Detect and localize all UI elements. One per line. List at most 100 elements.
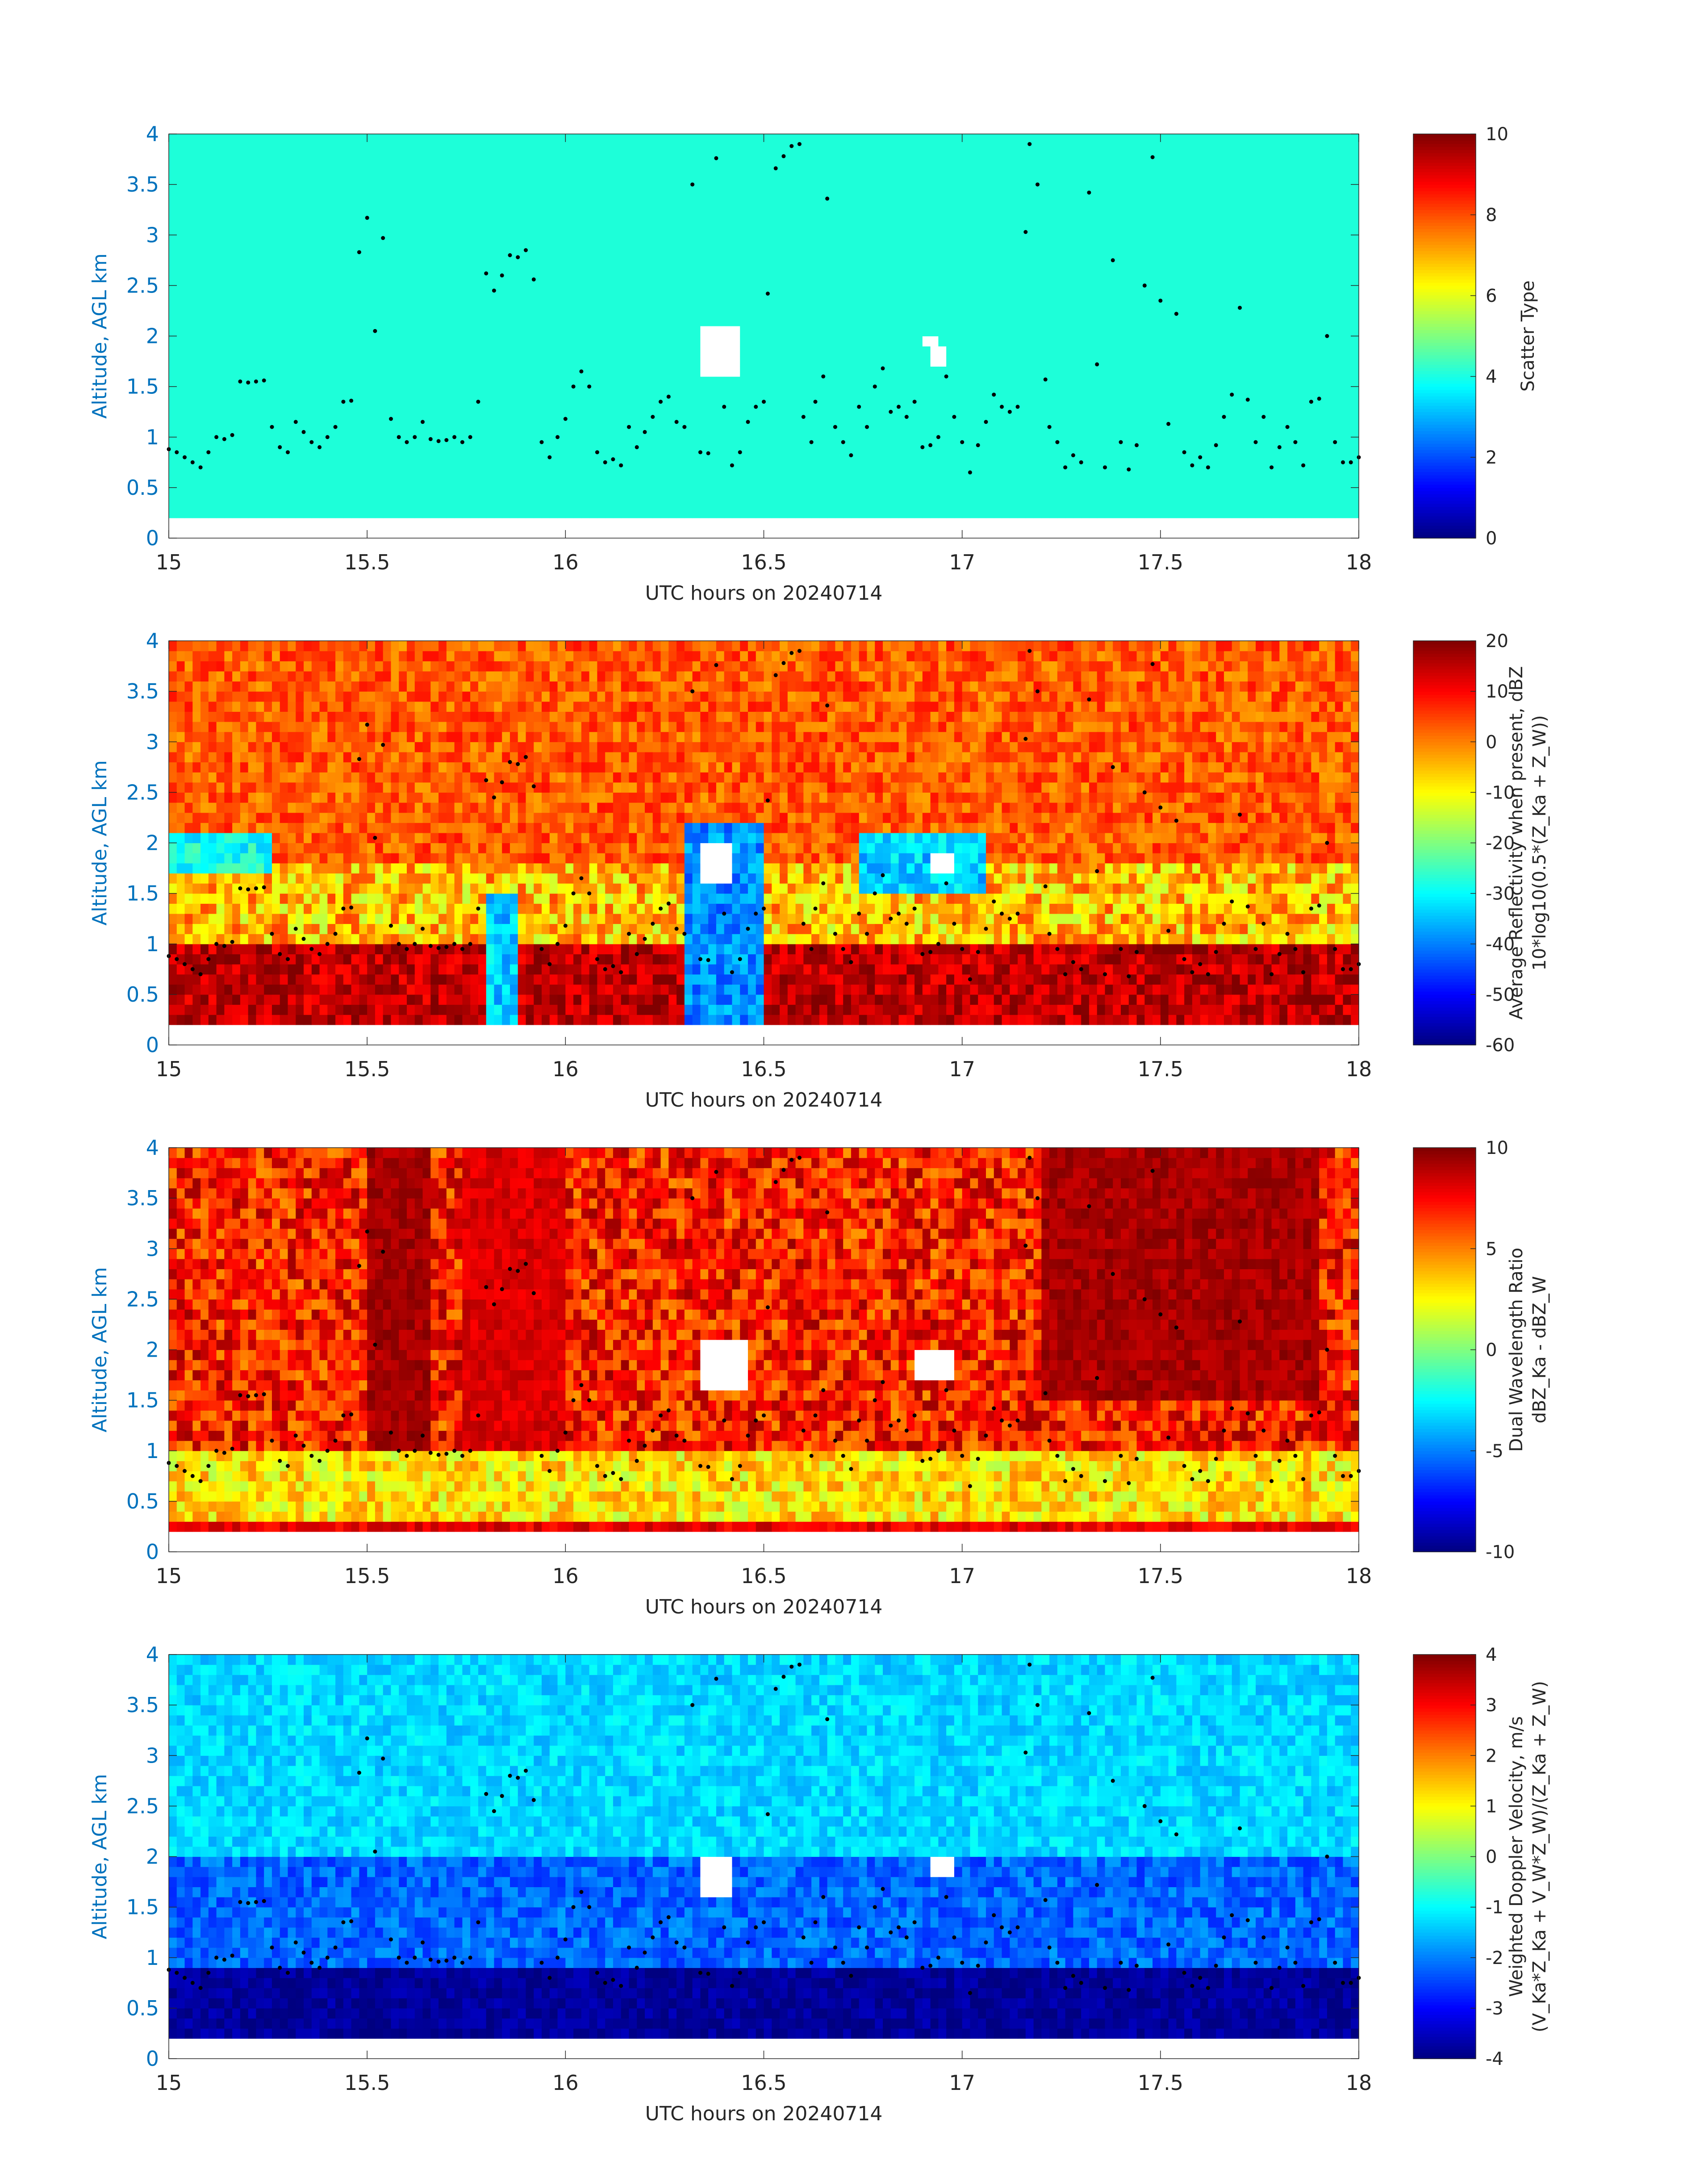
heatmap-cell <box>938 508 946 518</box>
heatmap-cell <box>700 184 708 195</box>
heatmap-cell <box>462 508 470 518</box>
heatmap-cell <box>351 498 359 508</box>
heatmap-cell <box>1041 255 1049 266</box>
heatmap-cell <box>351 488 359 498</box>
heatmap-cell <box>811 427 819 437</box>
heatmap-cell <box>915 184 923 195</box>
heatmap-cell <box>423 457 431 468</box>
heatmap-cell <box>970 144 978 155</box>
heatmap-cell <box>796 498 804 508</box>
heatmap-cell <box>296 447 304 457</box>
heatmap-cell <box>780 134 788 144</box>
heatmap-cell <box>1129 417 1137 427</box>
heatmap-cell <box>367 255 375 266</box>
heatmap-cell <box>1002 427 1010 437</box>
heatmap-cell <box>693 437 701 447</box>
heatmap-cell <box>256 276 264 286</box>
heatmap-cell <box>700 417 708 427</box>
heatmap-cell <box>1010 427 1018 437</box>
heatmap-cell <box>1184 134 1192 144</box>
heatmap-cell <box>510 225 518 235</box>
heatmap-cell <box>1121 215 1129 225</box>
heatmap-cell <box>391 235 399 245</box>
heatmap-cell <box>550 376 558 387</box>
heatmap-cell <box>788 336 796 347</box>
heatmap-cell <box>534 184 542 195</box>
heatmap-cell <box>645 154 653 164</box>
heatmap-cell <box>597 164 605 175</box>
heatmap-cell <box>716 417 724 427</box>
heatmap-cell <box>320 477 328 488</box>
heatmap-cell <box>1057 265 1065 276</box>
heatmap-cell <box>978 387 986 397</box>
heatmap-cell <box>605 164 613 175</box>
heatmap-cell <box>946 255 954 266</box>
heatmap-cell <box>899 195 907 205</box>
heatmap-cell <box>859 164 867 175</box>
heatmap-cell <box>470 387 478 397</box>
heatmap-cell <box>502 134 510 144</box>
heatmap-cell <box>835 195 843 205</box>
heatmap-cell <box>883 387 891 397</box>
heatmap-cell <box>645 468 653 478</box>
heatmap-cell <box>438 316 447 326</box>
heatmap-cell <box>399 447 407 457</box>
heatmap-cell <box>312 457 320 468</box>
heatmap-cell <box>272 255 280 266</box>
heatmap-cell <box>1153 326 1161 336</box>
heatmap-cell <box>224 285 232 296</box>
heatmap-cell <box>534 346 542 356</box>
heatmap-cell <box>693 296 701 306</box>
heatmap-cell <box>550 265 558 276</box>
heatmap-cell <box>375 296 383 306</box>
heatmap-cell <box>589 346 597 356</box>
heatmap-cell <box>597 376 605 387</box>
heatmap-cell <box>906 326 915 336</box>
heatmap-cell <box>542 265 550 276</box>
heatmap-cell <box>1097 336 1105 347</box>
heatmap-cell <box>240 195 248 205</box>
heatmap-cell <box>327 296 335 306</box>
heatmap-cell <box>1137 175 1145 185</box>
heatmap-cell <box>1161 356 1169 367</box>
heatmap-cell <box>803 326 811 336</box>
heatmap-cell <box>716 508 724 518</box>
heatmap-cell <box>1073 215 1081 225</box>
heatmap-cell <box>185 134 193 144</box>
heatmap-cell <box>359 175 367 185</box>
heatmap-cell <box>748 245 756 255</box>
heatmap-cell <box>375 255 383 266</box>
heatmap-cell <box>962 346 970 356</box>
heatmap-cell <box>899 336 907 347</box>
heatmap-cell <box>867 144 875 155</box>
heatmap-cell <box>407 387 415 397</box>
heatmap-cell <box>359 164 367 175</box>
heatmap-cell <box>550 336 558 347</box>
heatmap-cell <box>796 356 804 367</box>
heatmap-cell <box>923 225 931 235</box>
heatmap-cell <box>597 488 605 498</box>
heatmap-cell <box>200 225 209 235</box>
heatmap-cell <box>1081 296 1089 306</box>
heatmap-cell <box>843 296 851 306</box>
heatmap-cell <box>351 387 359 397</box>
heatmap-cell <box>1184 407 1192 417</box>
heatmap-cell <box>486 356 494 367</box>
heatmap-cell <box>994 376 1002 387</box>
heatmap-cell <box>1065 427 1073 437</box>
heatmap-cell <box>423 195 431 205</box>
heatmap-cell <box>288 488 296 498</box>
heatmap-cell <box>526 195 534 205</box>
heatmap-cell <box>494 316 502 326</box>
heatmap-cell <box>423 144 431 155</box>
heatmap-cell <box>1184 276 1192 286</box>
heatmap-cell <box>923 276 931 286</box>
heatmap-cell <box>1010 154 1018 164</box>
heatmap-cell <box>415 134 423 144</box>
heatmap-cell <box>1026 468 1034 478</box>
heatmap-cell <box>891 457 899 468</box>
heatmap-cell <box>383 265 391 276</box>
heatmap-cell <box>693 235 701 245</box>
heatmap-cell <box>732 276 740 286</box>
heatmap-cell <box>748 468 756 478</box>
